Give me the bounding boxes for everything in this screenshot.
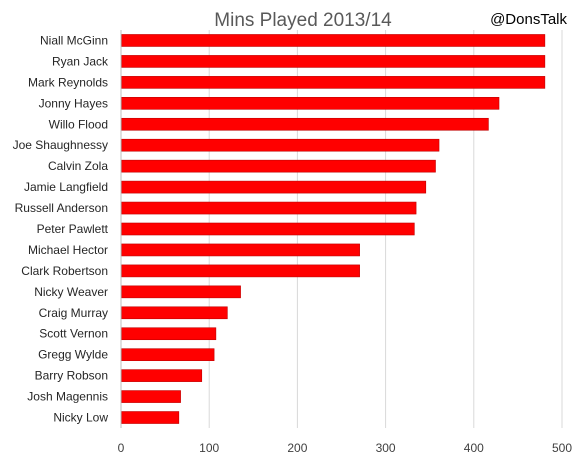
bars <box>121 34 546 424</box>
x-tick-labels: 0 100 200 300 400 500 <box>118 441 573 455</box>
bar <box>121 369 203 382</box>
category-label: Gregg Wylde <box>38 348 108 362</box>
category-label: Peter Pawlett <box>37 222 109 236</box>
category-label: Jonny Hayes <box>39 96 108 110</box>
category-label: Mark Reynolds <box>28 75 108 89</box>
bar <box>121 138 440 152</box>
category-label: Barry Robson <box>35 369 108 383</box>
bar <box>121 327 217 341</box>
category-label: Craig Murray <box>39 306 108 320</box>
x-tick-label: 300 <box>376 441 396 455</box>
x-tick-label: 200 <box>287 441 307 455</box>
chart-annotation: @DonsTalk <box>490 11 567 28</box>
category-label: Josh Magennis <box>27 390 108 404</box>
category-label: Ryan Jack <box>52 54 109 68</box>
bar <box>121 264 360 278</box>
category-label: Joe Shaughnessy <box>13 138 108 152</box>
bar <box>121 55 546 68</box>
bar <box>121 348 215 361</box>
bar <box>121 34 546 47</box>
bar <box>121 76 546 89</box>
category-label: Michael Hector <box>28 243 108 257</box>
x-tick-label: 100 <box>199 441 219 455</box>
x-tick-label: 500 <box>552 441 572 455</box>
category-label: Niall McGinn <box>40 33 108 47</box>
bar <box>121 180 427 194</box>
category-label: Scott Vernon <box>39 327 108 341</box>
bar <box>121 159 436 173</box>
x-tick-label: 400 <box>464 441 484 455</box>
bar <box>121 243 360 257</box>
category-label: Jamie Langfield <box>24 180 108 194</box>
bar <box>121 222 415 236</box>
bar <box>121 390 181 403</box>
category-labels: Niall McGinn Ryan Jack Mark Reynolds Jonny … <box>13 33 109 424</box>
category-label: Willo Flood <box>49 117 108 131</box>
bar <box>121 411 180 424</box>
chart-title: Mins Played 2013/14 <box>214 10 392 31</box>
bar <box>121 285 241 299</box>
category-label: Nicky Low <box>53 411 108 425</box>
bar <box>121 201 417 215</box>
category-label: Calvin Zola <box>48 159 108 173</box>
category-label: Clark Robertson <box>21 264 108 278</box>
bar <box>121 97 500 110</box>
x-tick-label: 0 <box>118 441 125 455</box>
category-label: Nicky Weaver <box>34 285 108 299</box>
bar <box>121 306 228 320</box>
bar <box>121 117 489 131</box>
category-label: Russell Anderson <box>15 201 108 215</box>
